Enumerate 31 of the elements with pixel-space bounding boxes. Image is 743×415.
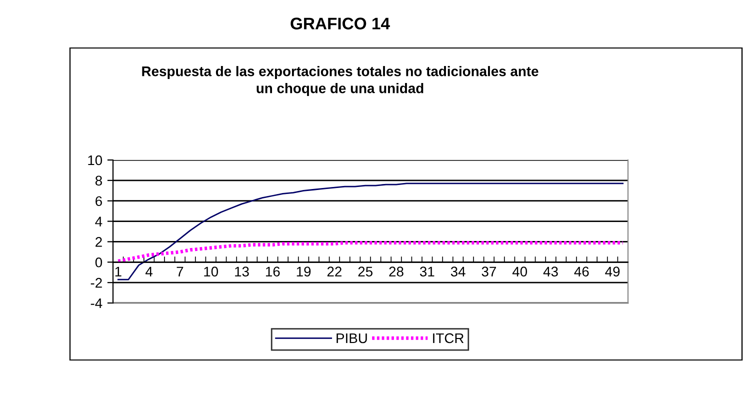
x-tick-label: 25 — [358, 266, 372, 277]
y-tick-label: 6 — [96, 196, 102, 206]
x-tick-label: 40 — [512, 266, 528, 277]
x-tick-label: 34 — [450, 266, 466, 277]
x-tick-label: 37 — [482, 266, 496, 277]
y-tick-label: -2 — [90, 278, 102, 288]
y-tick-label: 0 — [95, 257, 102, 268]
x-tick-label: 19 — [296, 266, 311, 277]
x-tick-label: 31 — [420, 266, 434, 277]
y-tick-label: 4 — [95, 216, 102, 226]
x-tick-label: 28 — [389, 266, 404, 277]
x-tick-label: 1 — [115, 266, 122, 276]
x-tick-label: 22 — [327, 266, 342, 276]
x-tick-label: 43 — [543, 266, 558, 277]
legend-label: PIBU — [336, 333, 367, 344]
line-series — [116, 241, 625, 263]
x-tick-label: 4 — [146, 266, 153, 276]
chart-subtitle: Respuesta de las exportaciones totales no tadicionales ante un choque de una unidad — [142, 66, 538, 96]
legend-label: ITCR — [433, 333, 464, 344]
chart-title: GRAFICO 14 — [290, 18, 390, 30]
x-tick-label: 49 — [605, 266, 620, 277]
y-tick-label: -4 — [90, 298, 102, 308]
x-tick-label: 16 — [266, 266, 280, 277]
y-tick-label: 10 — [88, 155, 102, 166]
x-tick-label: 13 — [235, 266, 249, 277]
line-series — [117, 182, 624, 280]
x-tick-label: 7 — [176, 266, 184, 276]
x-tick-label: 10 — [204, 266, 218, 277]
x-tick-label: 46 — [574, 266, 589, 277]
y-tick-label: 2 — [96, 237, 102, 247]
y-tick-label: 8 — [95, 176, 102, 186]
